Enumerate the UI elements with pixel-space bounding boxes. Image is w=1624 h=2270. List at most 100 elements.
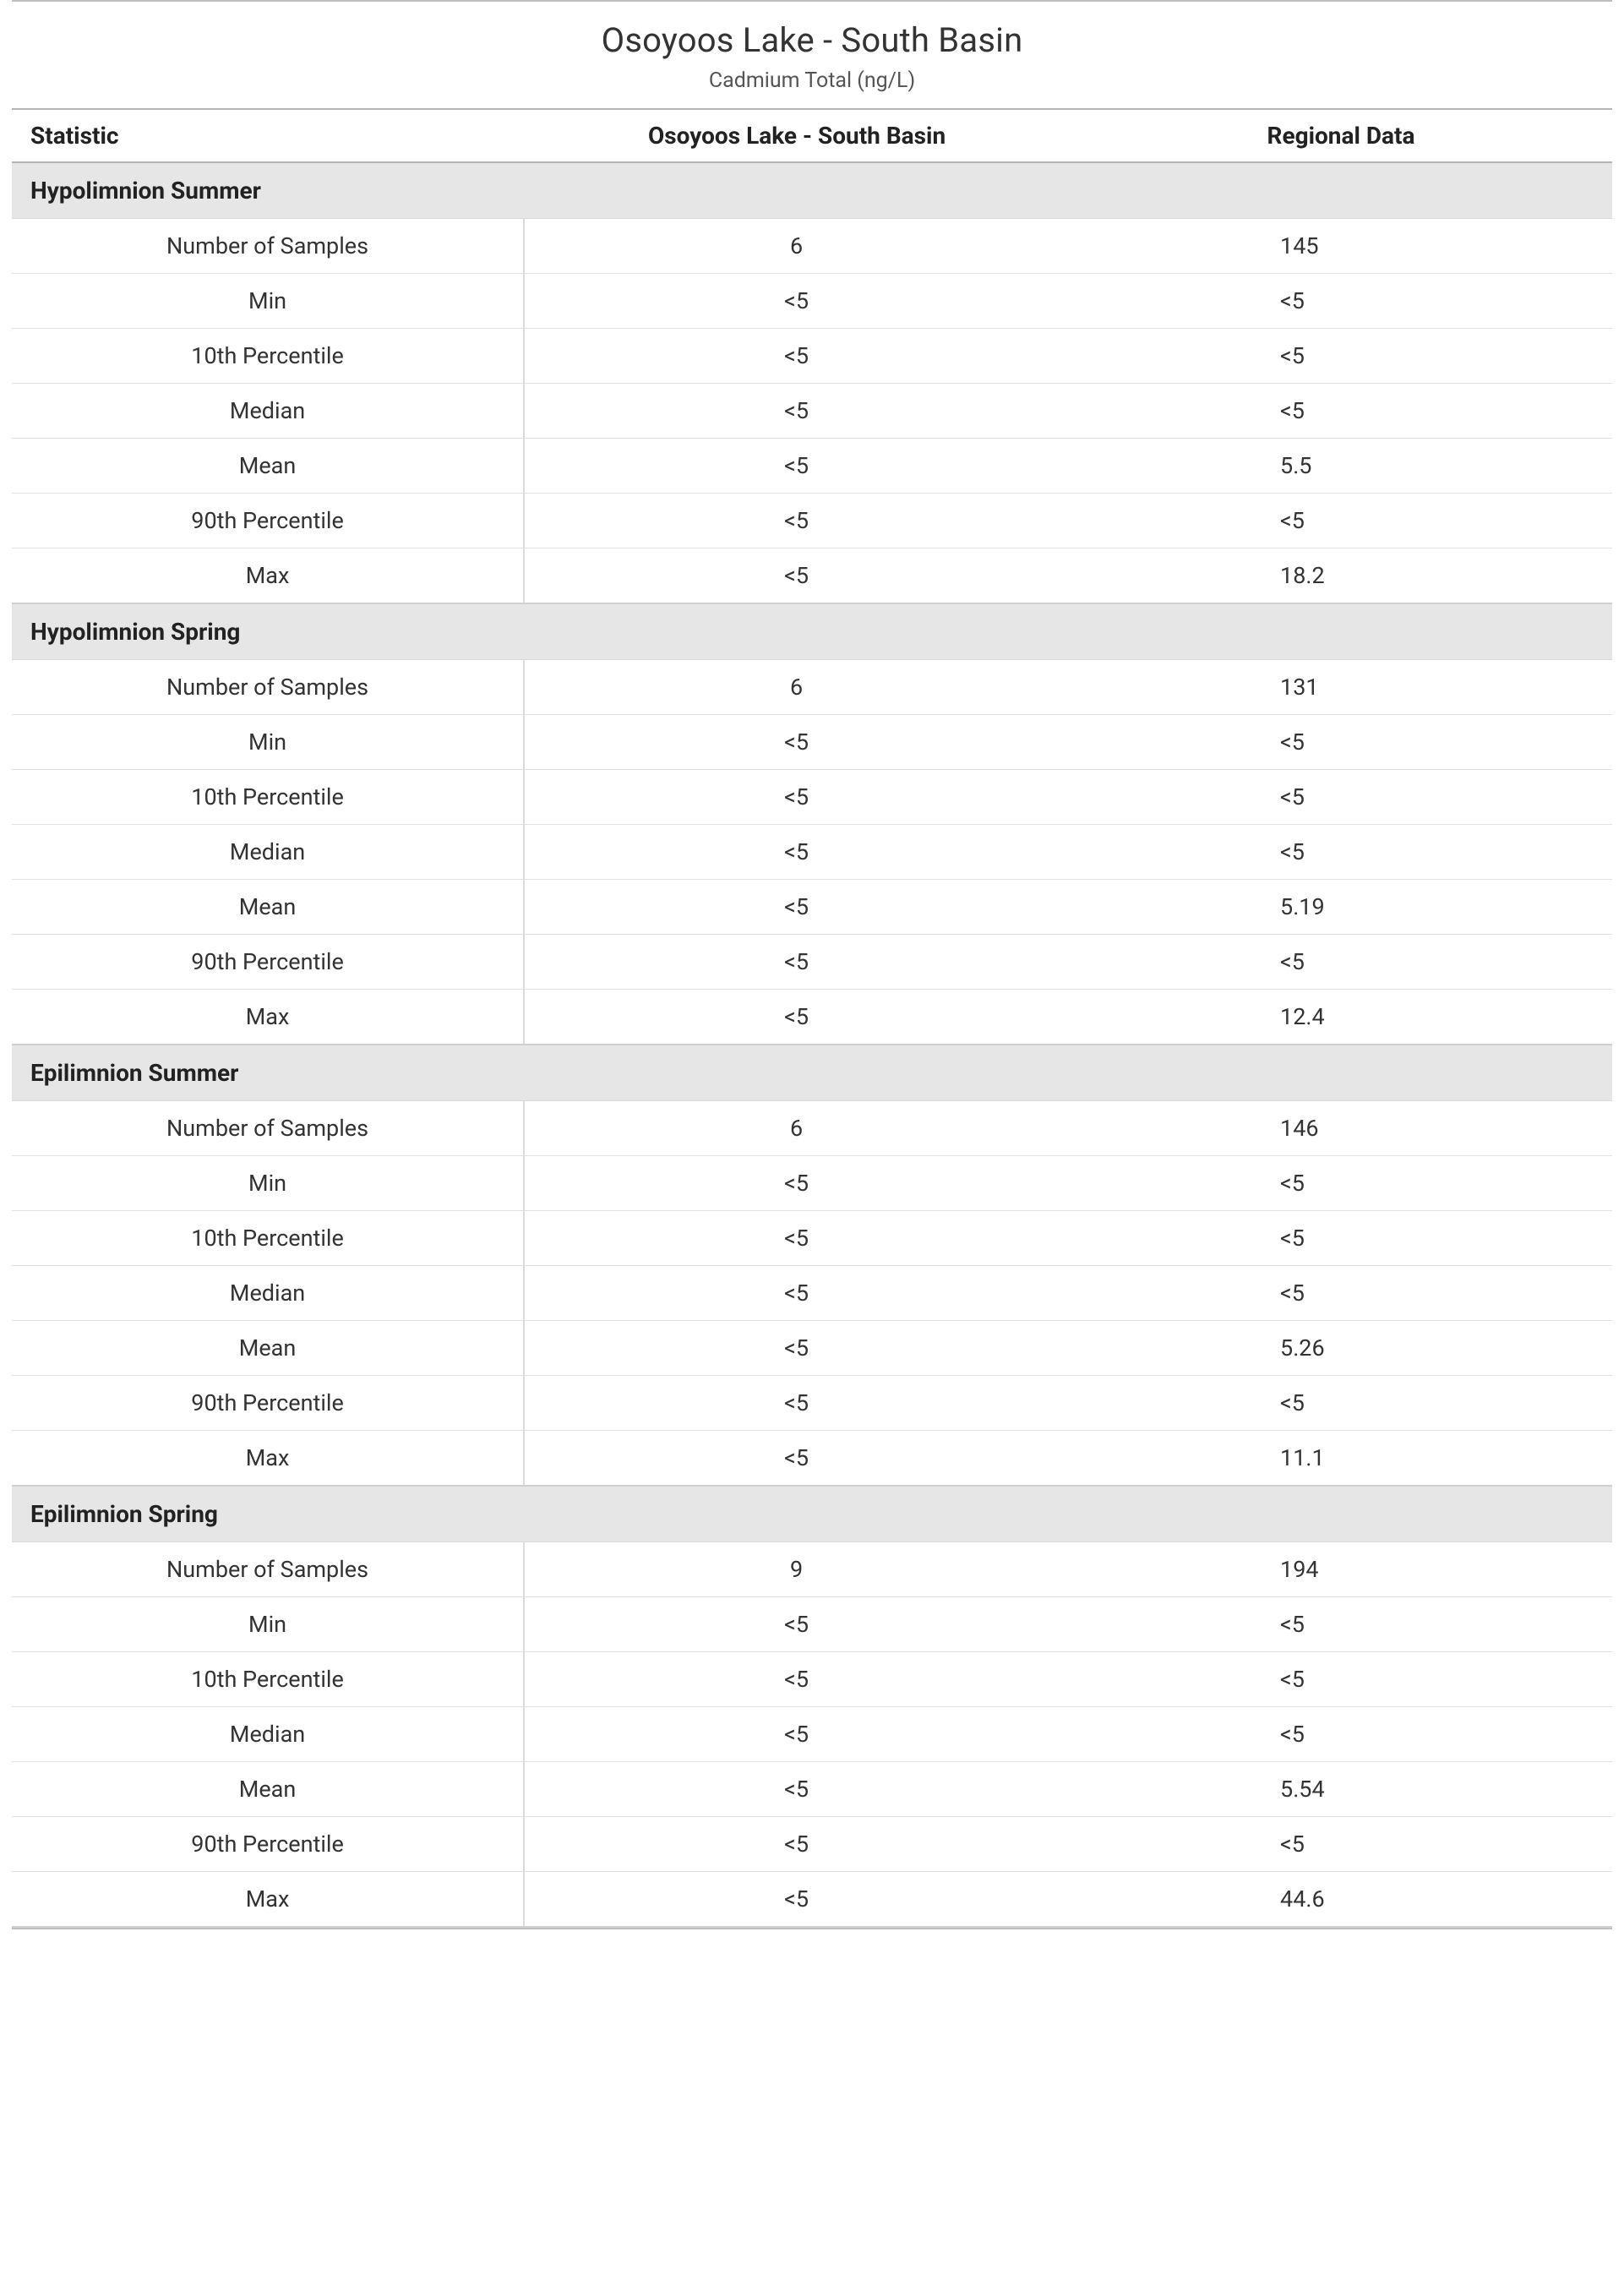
cell-site-value: 6 xyxy=(524,1101,1068,1156)
cell-site-value: <5 xyxy=(524,1211,1068,1266)
cell-region-value: <5 xyxy=(1068,274,1612,329)
table-row: 10th Percentile<5<5 xyxy=(12,770,1612,825)
cell-region-value: 5.54 xyxy=(1068,1762,1612,1817)
cell-statistic: Number of Samples xyxy=(12,219,524,274)
cell-site-value: <5 xyxy=(524,825,1068,880)
table-header-row: Statistic Osoyoos Lake - South Basin Reg… xyxy=(12,109,1612,162)
cell-site-value: <5 xyxy=(524,274,1068,329)
section-header: Epilimnion Summer xyxy=(12,1045,1612,1101)
cell-region-value: 12.4 xyxy=(1068,990,1612,1045)
cell-statistic: Min xyxy=(12,274,524,329)
cell-statistic: Max xyxy=(12,548,524,604)
cell-region-value: <5 xyxy=(1068,1156,1612,1211)
table-row: Number of Samples6131 xyxy=(12,660,1612,715)
cell-statistic: Min xyxy=(12,715,524,770)
cell-site-value: <5 xyxy=(524,1376,1068,1431)
cell-site-value: <5 xyxy=(524,1762,1068,1817)
cell-statistic: Max xyxy=(12,1431,524,1487)
cell-region-value: 146 xyxy=(1068,1101,1612,1156)
cell-statistic: 10th Percentile xyxy=(12,1211,524,1266)
cell-statistic: 90th Percentile xyxy=(12,1817,524,1872)
section-header-label: Hypolimnion Spring xyxy=(12,603,1612,660)
section-header: Hypolimnion Summer xyxy=(12,162,1612,219)
table-row: Median<5<5 xyxy=(12,825,1612,880)
table-row: Number of Samples6146 xyxy=(12,1101,1612,1156)
section-header-label: Epilimnion Spring xyxy=(12,1486,1612,1542)
col-header-region: Regional Data xyxy=(1068,109,1612,162)
cell-region-value: 44.6 xyxy=(1068,1872,1612,1928)
cell-region-value: <5 xyxy=(1068,1376,1612,1431)
table-row: Mean<55.19 xyxy=(12,880,1612,935)
title-block: Osoyoos Lake - South Basin Cadmium Total… xyxy=(0,5,1624,100)
cell-statistic: Median xyxy=(12,384,524,439)
table-row: Mean<55.26 xyxy=(12,1321,1612,1376)
table-row: Max<518.2 xyxy=(12,548,1612,604)
table-row: Number of Samples6145 xyxy=(12,219,1612,274)
cell-site-value: <5 xyxy=(524,1872,1068,1928)
table-row: Median<5<5 xyxy=(12,1707,1612,1762)
cell-statistic: Mean xyxy=(12,439,524,494)
section-header-label: Epilimnion Summer xyxy=(12,1045,1612,1101)
table-row: Min<5<5 xyxy=(12,1597,1612,1652)
cell-region-value: 11.1 xyxy=(1068,1431,1612,1487)
cell-region-value: <5 xyxy=(1068,1266,1612,1321)
cell-statistic: Min xyxy=(12,1597,524,1652)
cell-statistic: Mean xyxy=(12,880,524,935)
col-header-site: Osoyoos Lake - South Basin xyxy=(524,109,1068,162)
table-row: Number of Samples9194 xyxy=(12,1542,1612,1597)
cell-region-value: <5 xyxy=(1068,770,1612,825)
table-row: 90th Percentile<5<5 xyxy=(12,935,1612,990)
table-row: Min<5<5 xyxy=(12,715,1612,770)
cell-site-value: 9 xyxy=(524,1542,1068,1597)
table-body: Hypolimnion SummerNumber of Samples6145M… xyxy=(12,162,1612,1927)
cell-statistic: 10th Percentile xyxy=(12,329,524,384)
cell-site-value: <5 xyxy=(524,439,1068,494)
cell-region-value: <5 xyxy=(1068,715,1612,770)
section-header-label: Hypolimnion Summer xyxy=(12,162,1612,219)
table-row: 90th Percentile<5<5 xyxy=(12,494,1612,548)
cell-region-value: <5 xyxy=(1068,384,1612,439)
bottom-rule xyxy=(12,1928,1612,1929)
cell-statistic: Median xyxy=(12,1266,524,1321)
table-row: 10th Percentile<5<5 xyxy=(12,1211,1612,1266)
table-row: Mean<55.5 xyxy=(12,439,1612,494)
cell-site-value: <5 xyxy=(524,548,1068,604)
table-row: Median<5<5 xyxy=(12,384,1612,439)
cell-region-value: <5 xyxy=(1068,825,1612,880)
cell-region-value: 194 xyxy=(1068,1542,1612,1597)
cell-site-value: <5 xyxy=(524,1707,1068,1762)
cell-site-value: <5 xyxy=(524,1652,1068,1707)
cell-site-value: <5 xyxy=(524,880,1068,935)
cell-site-value: <5 xyxy=(524,329,1068,384)
cell-site-value: <5 xyxy=(524,1156,1068,1211)
table-row: 10th Percentile<5<5 xyxy=(12,329,1612,384)
page-subtitle: Cadmium Total (ng/L) xyxy=(0,68,1624,93)
table-row: Min<5<5 xyxy=(12,1156,1612,1211)
cell-statistic: Median xyxy=(12,825,524,880)
cell-statistic: Median xyxy=(12,1707,524,1762)
cell-statistic: Number of Samples xyxy=(12,1101,524,1156)
cell-region-value: <5 xyxy=(1068,494,1612,548)
cell-site-value: <5 xyxy=(524,1321,1068,1376)
table-row: Max<544.6 xyxy=(12,1872,1612,1928)
col-header-statistic: Statistic xyxy=(12,109,524,162)
top-rule xyxy=(12,0,1612,2)
page-title: Osoyoos Lake - South Basin xyxy=(0,20,1624,60)
cell-site-value: 6 xyxy=(524,660,1068,715)
cell-site-value: <5 xyxy=(524,1817,1068,1872)
cell-site-value: <5 xyxy=(524,1266,1068,1321)
cell-site-value: <5 xyxy=(524,990,1068,1045)
cell-statistic: Number of Samples xyxy=(12,1542,524,1597)
table-row: 90th Percentile<5<5 xyxy=(12,1817,1612,1872)
cell-statistic: Min xyxy=(12,1156,524,1211)
cell-site-value: 6 xyxy=(524,219,1068,274)
table-row: Max<511.1 xyxy=(12,1431,1612,1487)
cell-region-value: 18.2 xyxy=(1068,548,1612,604)
section-header: Hypolimnion Spring xyxy=(12,603,1612,660)
cell-site-value: <5 xyxy=(524,494,1068,548)
cell-region-value: <5 xyxy=(1068,1707,1612,1762)
cell-statistic: 90th Percentile xyxy=(12,935,524,990)
cell-region-value: <5 xyxy=(1068,1597,1612,1652)
cell-site-value: <5 xyxy=(524,715,1068,770)
cell-statistic: 90th Percentile xyxy=(12,494,524,548)
